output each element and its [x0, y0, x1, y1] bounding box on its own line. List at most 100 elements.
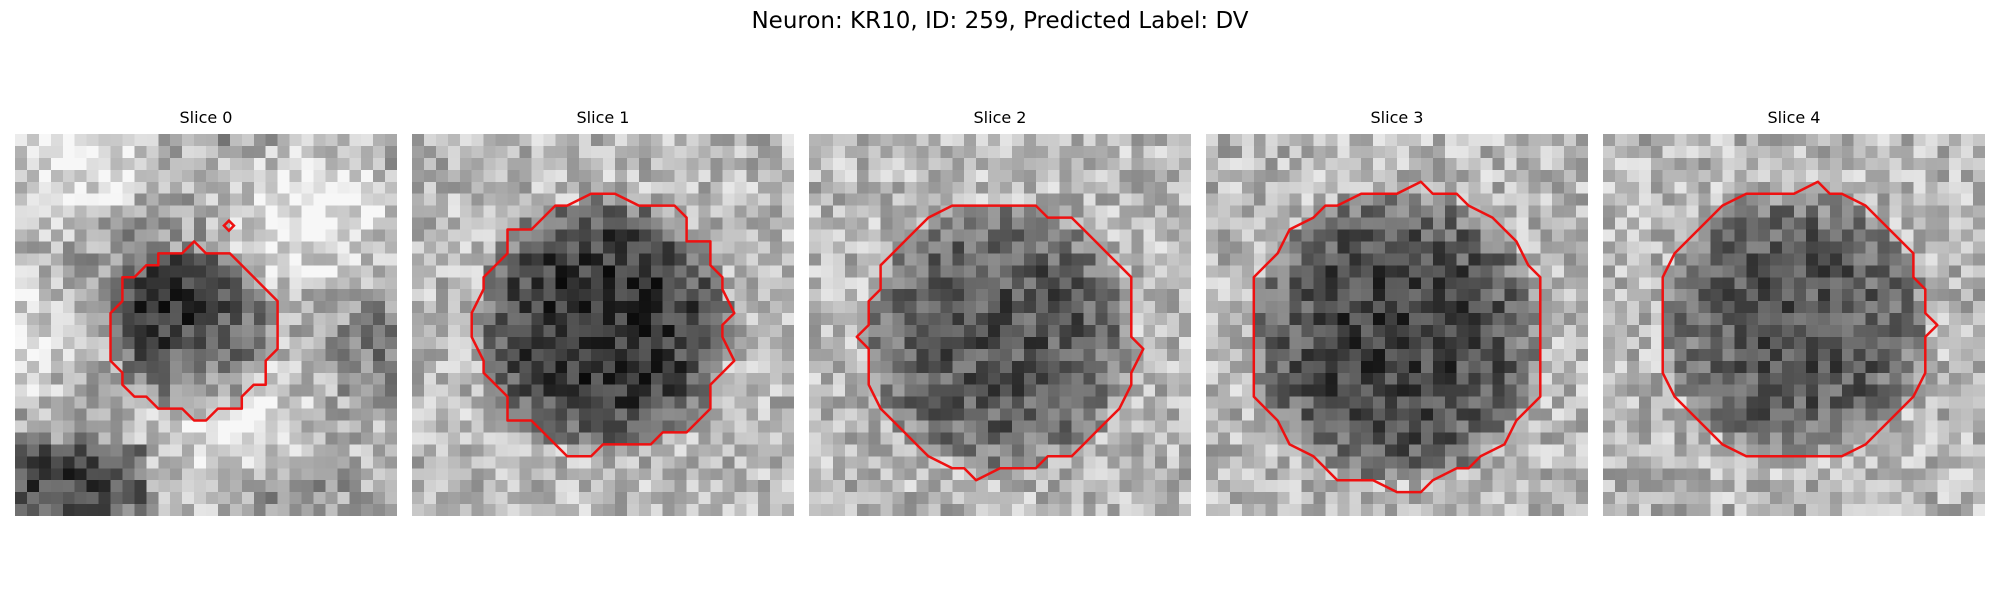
image-pixel — [170, 241, 183, 254]
image-pixel — [856, 384, 870, 398]
image-pixel — [940, 408, 953, 421]
image-pixel — [746, 229, 759, 242]
image-pixel — [146, 229, 159, 242]
image-pixel — [1770, 193, 1783, 207]
image-pixel — [1853, 432, 1867, 445]
image-pixel — [435, 313, 449, 326]
image-pixel — [591, 301, 604, 314]
image-pixel — [1035, 229, 1049, 242]
image-pixel — [1734, 241, 1747, 254]
image-pixel — [1047, 205, 1061, 219]
image-pixel — [1241, 301, 1255, 314]
image-pixel — [964, 336, 977, 350]
image-pixel — [1853, 420, 1867, 433]
image-pixel — [38, 241, 52, 254]
image-pixel — [507, 360, 520, 374]
image-pixel — [122, 265, 135, 278]
image-pixel — [1516, 348, 1529, 362]
image-pixel — [1217, 205, 1231, 219]
image-pixel — [832, 277, 846, 290]
image-pixel — [1638, 193, 1652, 207]
image-pixel — [1095, 229, 1108, 242]
image-pixel — [110, 348, 123, 362]
image-pixel — [531, 396, 544, 410]
image-pixel — [158, 468, 171, 481]
image-pixel — [38, 253, 52, 266]
image-pixel — [856, 504, 870, 516]
image-pixel — [373, 504, 386, 516]
image-pixel — [1540, 408, 1553, 421]
image-pixel — [1877, 444, 1890, 457]
image-pixel — [313, 241, 326, 254]
image-pixel — [1011, 193, 1025, 207]
image-pixel — [1829, 396, 1843, 410]
image-pixel — [158, 145, 171, 159]
image-pixel — [868, 492, 882, 505]
image-pixel — [158, 480, 171, 493]
image-pixel — [1516, 229, 1529, 242]
image-pixel — [373, 253, 386, 266]
image-pixel — [1155, 205, 1168, 219]
image-pixel — [820, 181, 834, 195]
image-pixel — [1119, 432, 1132, 445]
image-pixel — [483, 432, 497, 445]
image-pixel — [134, 229, 147, 242]
image-pixel — [1179, 301, 1191, 314]
image-pixel — [1722, 313, 1735, 326]
image-pixel — [122, 134, 135, 147]
image-pixel — [868, 468, 882, 481]
image-pixel — [868, 241, 882, 254]
image-pixel — [1325, 193, 1338, 207]
image-pixel — [844, 432, 858, 445]
image-pixel — [471, 492, 485, 505]
image-pixel — [1444, 253, 1458, 266]
image-pixel — [614, 193, 628, 207]
image-pixel — [1420, 301, 1434, 314]
image-pixel — [1913, 444, 1926, 457]
image-pixel — [1217, 181, 1231, 195]
image-pixel — [1277, 289, 1291, 302]
image-pixel — [62, 241, 76, 254]
image-pixel — [459, 396, 473, 410]
image-pixel — [1337, 480, 1350, 493]
image-pixel — [361, 492, 374, 505]
image-pixel — [1614, 157, 1628, 171]
image-pixel — [734, 277, 747, 290]
image-pixel — [349, 289, 362, 302]
image-pixel — [313, 289, 326, 302]
image-pixel — [1444, 420, 1458, 433]
image-pixel — [110, 492, 123, 505]
image-pixel — [626, 384, 640, 398]
image-pixel — [447, 336, 461, 350]
image-pixel — [241, 217, 255, 230]
image-pixel — [1083, 396, 1096, 410]
image-pixel — [1782, 265, 1795, 278]
image-pixel — [1035, 384, 1049, 398]
image-pixel — [782, 289, 794, 302]
image-pixel — [519, 325, 532, 338]
image-pixel — [361, 360, 374, 374]
image-pixel — [1576, 348, 1588, 362]
image-pixel — [1119, 492, 1132, 505]
image-pixel — [122, 360, 135, 374]
image-pixel — [1794, 420, 1807, 433]
image-pixel — [229, 348, 243, 362]
image-pixel — [928, 277, 941, 290]
image-pixel — [976, 492, 989, 505]
image-pixel — [349, 372, 362, 386]
slice-image-3 — [1206, 134, 1588, 516]
image-pixel — [459, 444, 473, 457]
image-pixel — [1877, 325, 1890, 338]
image-pixel — [1095, 313, 1108, 326]
image-pixel — [313, 444, 326, 457]
image-pixel — [1206, 157, 1219, 171]
image-pixel — [820, 265, 834, 278]
image-pixel — [385, 336, 397, 350]
image-pixel — [50, 193, 64, 207]
image-pixel — [1432, 432, 1446, 445]
image-pixel — [1265, 277, 1279, 290]
image-pixel — [495, 336, 508, 350]
image-pixel — [1674, 145, 1688, 159]
image-pixel — [217, 384, 231, 398]
image-pixel — [229, 420, 243, 433]
